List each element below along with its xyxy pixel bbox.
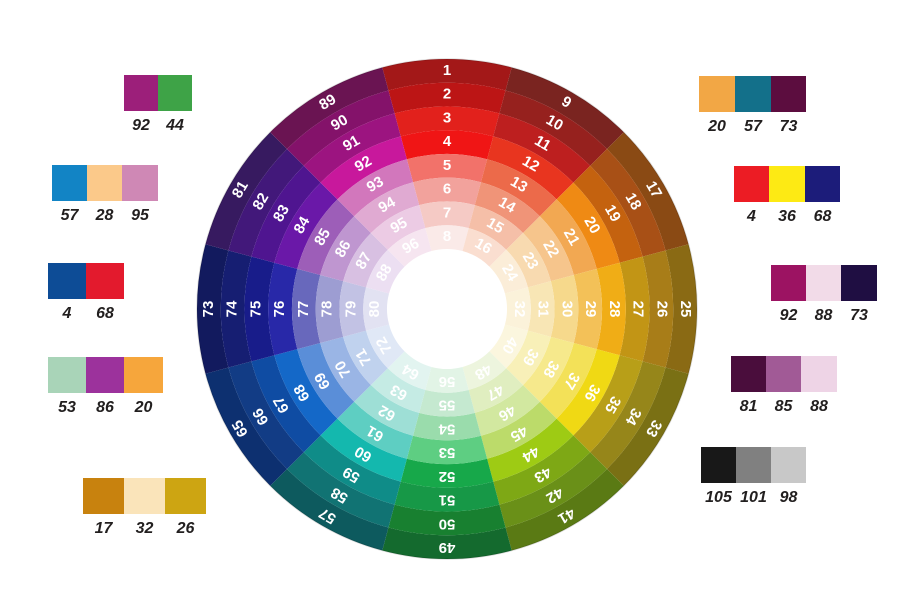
svg-text:51: 51 <box>439 492 456 509</box>
svg-text:73: 73 <box>200 301 217 318</box>
svg-text:32: 32 <box>511 301 528 318</box>
svg-text:78: 78 <box>319 301 336 318</box>
svg-text:26: 26 <box>653 301 670 318</box>
svg-text:31: 31 <box>535 301 552 318</box>
svg-text:3: 3 <box>443 109 451 126</box>
svg-text:49: 49 <box>439 539 456 556</box>
svg-text:25: 25 <box>677 301 694 318</box>
svg-text:6: 6 <box>443 181 451 198</box>
svg-text:54: 54 <box>438 420 455 437</box>
svg-text:77: 77 <box>295 301 312 318</box>
svg-text:74: 74 <box>224 300 241 317</box>
svg-text:30: 30 <box>558 301 575 318</box>
svg-text:80: 80 <box>366 301 383 318</box>
svg-text:56: 56 <box>439 373 456 390</box>
svg-text:52: 52 <box>439 468 456 485</box>
svg-text:1: 1 <box>443 62 451 79</box>
svg-text:28: 28 <box>606 301 623 318</box>
svg-text:79: 79 <box>342 301 359 318</box>
svg-text:5: 5 <box>443 157 451 174</box>
svg-text:76: 76 <box>271 301 288 318</box>
svg-text:8: 8 <box>443 228 451 245</box>
svg-text:50: 50 <box>439 515 456 532</box>
svg-text:4: 4 <box>443 133 452 150</box>
svg-text:75: 75 <box>247 301 264 318</box>
svg-text:7: 7 <box>443 204 451 221</box>
svg-text:53: 53 <box>439 444 456 461</box>
svg-text:55: 55 <box>439 397 456 414</box>
svg-text:2: 2 <box>443 86 451 103</box>
svg-text:27: 27 <box>630 301 647 318</box>
svg-text:29: 29 <box>582 301 599 318</box>
